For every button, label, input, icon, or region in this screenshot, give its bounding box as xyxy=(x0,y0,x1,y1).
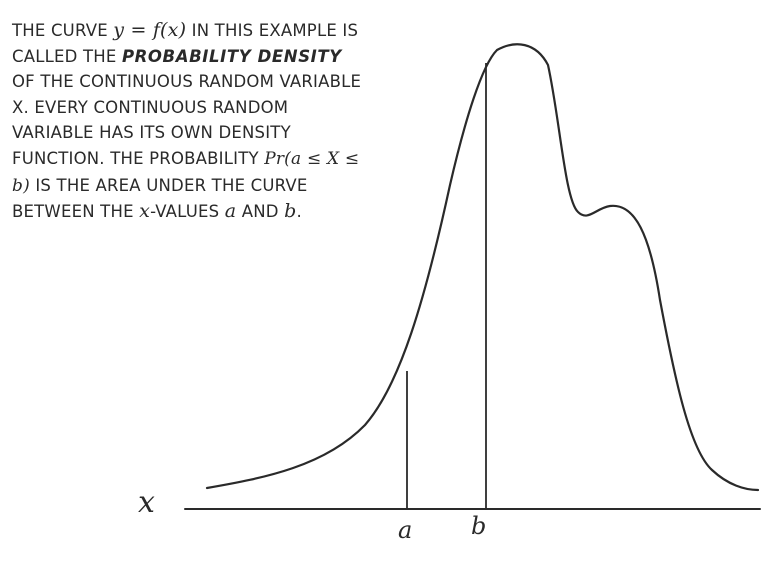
caption-math: a xyxy=(224,200,237,223)
caption-emphasis: PROBABILITY DENSITY xyxy=(121,46,342,66)
caption-text: THE CURVE y = f(x) IN THIS EXAMPLE IS CA… xyxy=(12,18,362,225)
caption-part: IS THE AREA UNDER THE CURVE BETWEEN THE xyxy=(12,175,308,222)
x-axis-label: x xyxy=(138,485,155,520)
density-curve xyxy=(205,43,760,492)
a-label: a xyxy=(398,516,413,544)
caption-part: IN THIS EXAMPLE IS CALLED THE xyxy=(12,21,359,66)
caption-part: AND xyxy=(236,202,285,222)
caption-math: Pr(a ≤ X ≤ b) xyxy=(12,148,360,196)
caption-math: b xyxy=(284,200,297,223)
caption-math: y = f(x) xyxy=(113,19,187,41)
caption-part: THE CURVE xyxy=(12,21,114,40)
caption-part: OF THE CONTINUOUS RANDOM VARIABLE X. EVE… xyxy=(12,72,362,168)
b-label: b xyxy=(471,512,487,540)
caption-part: . xyxy=(296,202,302,222)
caption-part: -VALUES xyxy=(150,202,225,222)
caption-math: x xyxy=(139,200,151,223)
